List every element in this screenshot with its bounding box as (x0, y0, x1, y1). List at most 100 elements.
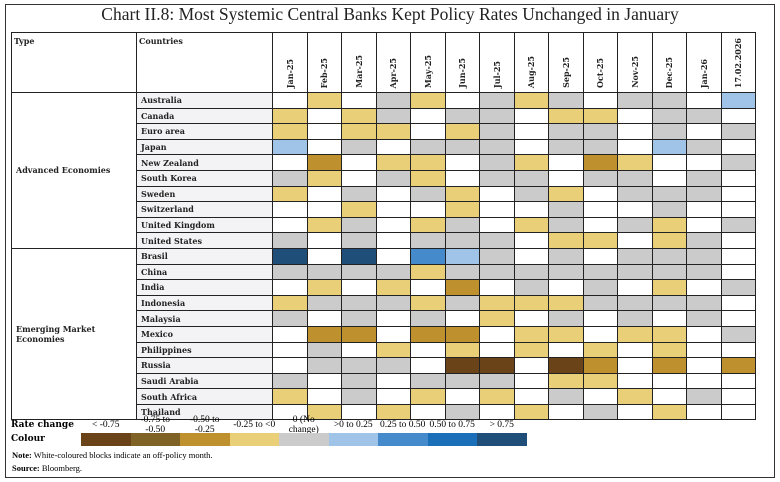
heatmap-cell (272, 247, 308, 265)
heatmap-cell (686, 216, 722, 234)
heatmap-cell (720, 263, 756, 281)
heatmap-cell (375, 372, 411, 390)
heatmap-cell (548, 201, 584, 218)
country-label: Japan (136, 138, 273, 156)
heatmap-cell (617, 279, 653, 296)
heatmap-cell (513, 216, 549, 234)
heatmap-cell (513, 357, 549, 374)
heatmap-cell (548, 263, 584, 281)
heatmap-cell (582, 232, 618, 249)
heatmap-cell (341, 325, 377, 343)
heatmap-cell (272, 388, 308, 405)
heatmap-cell (720, 325, 756, 343)
heatmap-cell (306, 341, 342, 359)
heatmap-cell (444, 138, 480, 156)
heatmap-cell (686, 92, 722, 109)
heatmap-cell (375, 201, 411, 218)
column-label: Apr-25 (388, 57, 399, 88)
legend-swatch (477, 432, 527, 446)
heatmap-cell (582, 107, 618, 125)
heatmap-cell (720, 247, 756, 265)
heatmap-cell (410, 279, 446, 296)
heatmap-cell (479, 403, 515, 421)
heatmap-cell (341, 247, 377, 265)
heatmap-cell (513, 232, 549, 249)
heatmap-cell (686, 341, 722, 359)
heatmap-cell (479, 216, 515, 234)
heatmap-cell (651, 325, 687, 343)
heatmap-cell (651, 247, 687, 265)
heatmap-cell (582, 325, 618, 343)
country-label: Saudi Arabia (136, 372, 273, 390)
heatmap-cell (479, 263, 515, 281)
heatmap-cell (513, 123, 549, 140)
country-label: Canada (136, 107, 273, 125)
column-label: Oct-25 (595, 58, 606, 88)
heatmap-cell (375, 294, 411, 312)
heatmap-cell (306, 201, 342, 218)
heatmap-cell (686, 372, 722, 390)
column-header: Dec-25 (651, 32, 687, 93)
column-label: Jul-25 (491, 60, 502, 88)
heatmap-cell (444, 294, 480, 312)
country-label: South Korea (136, 169, 273, 187)
column-label: Dec-25 (664, 56, 675, 88)
heatmap-cell (617, 341, 653, 359)
heatmap-cell (513, 341, 549, 359)
heatmap-cell (479, 310, 515, 327)
heatmap-cell (582, 216, 618, 234)
table-row: Malaysia (12, 310, 756, 327)
heatmap-cell (548, 138, 584, 156)
heatmap-cell (617, 263, 653, 281)
heatmap-cell (306, 216, 342, 234)
heatmap-cell (582, 169, 618, 187)
heatmap-cell (410, 107, 446, 125)
heatmap-cell (479, 201, 515, 218)
heatmap-cell (582, 388, 618, 405)
heatmap-cell (272, 123, 308, 140)
heatmap-cell (617, 247, 653, 265)
heatmap-cell (651, 92, 687, 109)
heatmap-cell (582, 185, 618, 203)
heatmap-cell (410, 154, 446, 171)
header-type: Type (11, 32, 137, 93)
heatmap-cell (272, 310, 308, 327)
heatmap-cell (513, 263, 549, 281)
heatmap-cell (720, 138, 756, 156)
heatmap-cell (548, 216, 584, 234)
heatmap-cell (341, 372, 377, 390)
heatmap-cell (617, 169, 653, 187)
heatmap-cell (651, 216, 687, 234)
heatmap-cell (686, 357, 722, 374)
legend-colour-label: Colour (11, 434, 45, 444)
heatmap-cell (548, 169, 584, 187)
heatmap-cell (410, 388, 446, 405)
heatmap-cell (582, 310, 618, 327)
column-label: Sep-25 (560, 57, 571, 88)
heatmap-cell (306, 123, 342, 140)
legend-label: > 0.75 (489, 420, 514, 430)
legend-title: Rate change (11, 420, 74, 430)
heatmap-cell (720, 216, 756, 234)
heatmap-cell (306, 325, 342, 343)
column-header: Sep-25 (548, 32, 584, 93)
heatmap-cell (651, 138, 687, 156)
heatmap-cell (548, 388, 584, 405)
heatmap-cell (513, 403, 549, 421)
heatmap-cell (513, 372, 549, 390)
heatmap-cell (513, 279, 549, 296)
heatmap-cell (410, 357, 446, 374)
legend-label: -0.50 to -0.25 (189, 415, 220, 435)
column-header: Nov-25 (617, 32, 653, 93)
column-label: Jan-25 (284, 58, 295, 88)
column-header: Jan-26 (686, 32, 722, 93)
heatmap-cell (479, 279, 515, 296)
heatmap-cell (341, 388, 377, 405)
table-row: Japan (12, 138, 756, 156)
column-label: Jun-25 (457, 58, 468, 88)
heatmap-cell (375, 388, 411, 405)
country-label: Russia (136, 357, 273, 374)
heatmap-cell (651, 310, 687, 327)
heatmap-cell (686, 294, 722, 312)
column-label: Aug-25 (526, 55, 537, 88)
